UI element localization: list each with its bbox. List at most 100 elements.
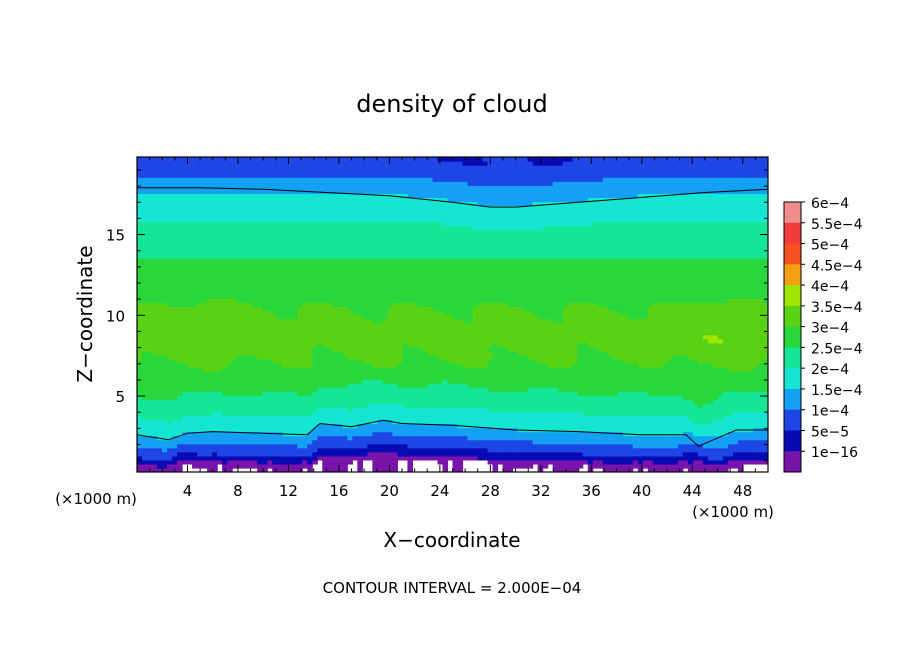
- density-cell: [742, 395, 749, 400]
- density-cell: [202, 455, 208, 461]
- density-cell: [387, 346, 394, 352]
- density-cell: [277, 367, 283, 372]
- density-cell: [712, 455, 719, 461]
- density-cell: [297, 314, 303, 320]
- density-cell: [577, 346, 584, 352]
- density-cell: [392, 362, 399, 368]
- density-cell: [602, 367, 609, 372]
- density-cell: [572, 314, 579, 320]
- density-cell: [652, 338, 659, 344]
- density-cell: [567, 354, 574, 360]
- density-cell: [522, 403, 529, 408]
- density-cell: [562, 459, 569, 465]
- density-cell: [717, 375, 724, 380]
- density-cell: [577, 375, 584, 380]
- density-cell: [592, 383, 599, 388]
- density-cell: [427, 334, 434, 340]
- density-cell: [332, 318, 338, 324]
- density-cell: [667, 407, 674, 413]
- density-cell: [392, 459, 399, 465]
- density-cell: [567, 407, 574, 413]
- density-cell: [367, 443, 373, 449]
- density-cell: [392, 403, 399, 408]
- density-cell: [222, 395, 228, 400]
- density-cell: [612, 375, 619, 380]
- density-cell: [247, 375, 253, 380]
- density-cell: [262, 350, 268, 356]
- density-cell: [342, 314, 348, 320]
- density-cell: [542, 358, 549, 364]
- density-cell: [212, 455, 218, 461]
- density-cell: [327, 431, 333, 437]
- density-cell: [177, 375, 183, 380]
- density-cell: [212, 467, 218, 472]
- density-cell: [297, 379, 303, 384]
- density-cell: [287, 379, 293, 384]
- density-cell: [367, 362, 373, 368]
- density-cell: [582, 415, 589, 421]
- density-cell: [677, 431, 684, 437]
- density-cell: [637, 383, 644, 388]
- density-cell: [682, 342, 689, 348]
- density-cell: [752, 443, 759, 449]
- density-cell: [672, 463, 679, 469]
- density-cell: [517, 391, 524, 396]
- density-cell: [372, 375, 378, 380]
- density-cell: [502, 463, 509, 469]
- density-cell: [577, 439, 584, 445]
- density-cell: [592, 358, 599, 364]
- density-cell: [207, 403, 213, 408]
- density-cell: [282, 391, 288, 396]
- density-cell: [757, 314, 764, 320]
- density-cell: [552, 391, 559, 396]
- density-cell: [647, 322, 654, 328]
- density-cell: [502, 399, 509, 404]
- density-cell: [392, 391, 399, 396]
- density-cell: [632, 326, 639, 332]
- density-cell: [552, 403, 559, 408]
- density-cell: [512, 455, 519, 461]
- density-cell: [187, 379, 193, 384]
- density-cell: [712, 403, 719, 408]
- density-cell: [617, 391, 624, 396]
- density-cell: [147, 310, 153, 316]
- density-cell: [292, 350, 298, 356]
- density-cell: [342, 415, 348, 421]
- density-cell: [372, 435, 378, 441]
- density-cell: [377, 306, 383, 312]
- density-cell: [567, 314, 574, 320]
- density-cell: [552, 318, 559, 324]
- density-cell: [467, 330, 474, 336]
- density-cell: [532, 338, 539, 344]
- density-cell: [522, 350, 529, 356]
- density-cell: [187, 342, 193, 348]
- density-cell: [692, 427, 699, 433]
- density-cell: [727, 330, 734, 336]
- density-cell: [187, 443, 193, 449]
- density-cell: [292, 427, 298, 433]
- density-cell: [142, 451, 148, 457]
- density-cell: [287, 371, 293, 376]
- density-cell: [432, 399, 439, 404]
- density-cell: [367, 326, 373, 332]
- density-cell: [377, 354, 383, 360]
- density-cell: [732, 322, 739, 328]
- density-cell: [377, 419, 383, 425]
- density-cell: [572, 435, 579, 441]
- density-cell: [267, 415, 273, 421]
- density-cell: [332, 375, 338, 380]
- density-cell: [627, 342, 634, 348]
- density-cell: [642, 346, 649, 352]
- density-cell: [457, 350, 464, 356]
- density-cell: [437, 314, 444, 320]
- density-cell: [177, 354, 183, 360]
- density-cell: [292, 367, 298, 372]
- density-cell: [632, 443, 639, 449]
- density-cell: [547, 419, 554, 425]
- density-cell: [377, 350, 383, 356]
- density-cell: [687, 310, 694, 316]
- density-cell: [397, 415, 404, 421]
- density-cell: [487, 419, 494, 425]
- density-cell: [392, 375, 399, 380]
- density-cell: [517, 346, 524, 352]
